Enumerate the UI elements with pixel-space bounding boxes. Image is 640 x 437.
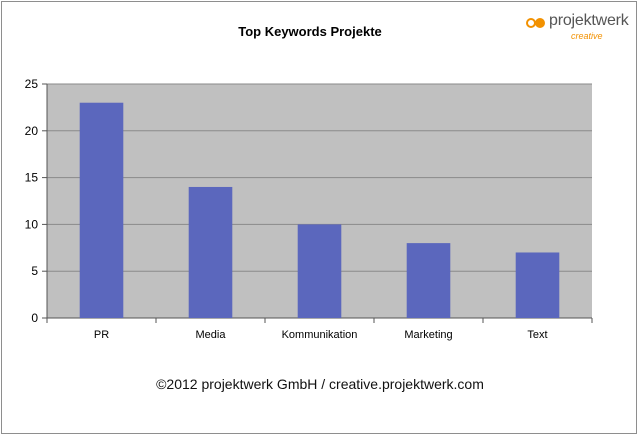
bar-marketing	[406, 243, 451, 318]
bar-pr	[79, 102, 124, 318]
x-tick-label: Media	[196, 329, 227, 341]
y-tick-label: 25	[25, 77, 39, 91]
bar-text	[515, 252, 560, 318]
logo-wordmark: projektwerk	[549, 12, 629, 29]
logo-subtitle: creative	[571, 31, 603, 41]
projektwerk-logo: projektwerk creative	[526, 12, 636, 42]
y-tick-label: 5	[31, 264, 38, 278]
y-tick-label: 10	[25, 217, 39, 231]
bar-kommunikation	[297, 224, 342, 318]
x-tick-label: Text	[527, 329, 547, 341]
x-tick-label: PR	[94, 329, 109, 341]
chart-title: Top Keywords Projekte	[238, 24, 382, 39]
y-tick-label: 15	[25, 171, 39, 185]
bar-media	[188, 186, 233, 318]
x-tick-label: Marketing	[404, 329, 452, 341]
logo-circles-icon	[526, 17, 546, 29]
y-tick-label: 0	[31, 311, 38, 325]
copyright-text: ©2012 projektwerk GmbH / creative.projek…	[156, 376, 484, 392]
y-tick-label: 20	[25, 124, 39, 138]
x-tick-label: Kommunikation	[282, 329, 358, 341]
